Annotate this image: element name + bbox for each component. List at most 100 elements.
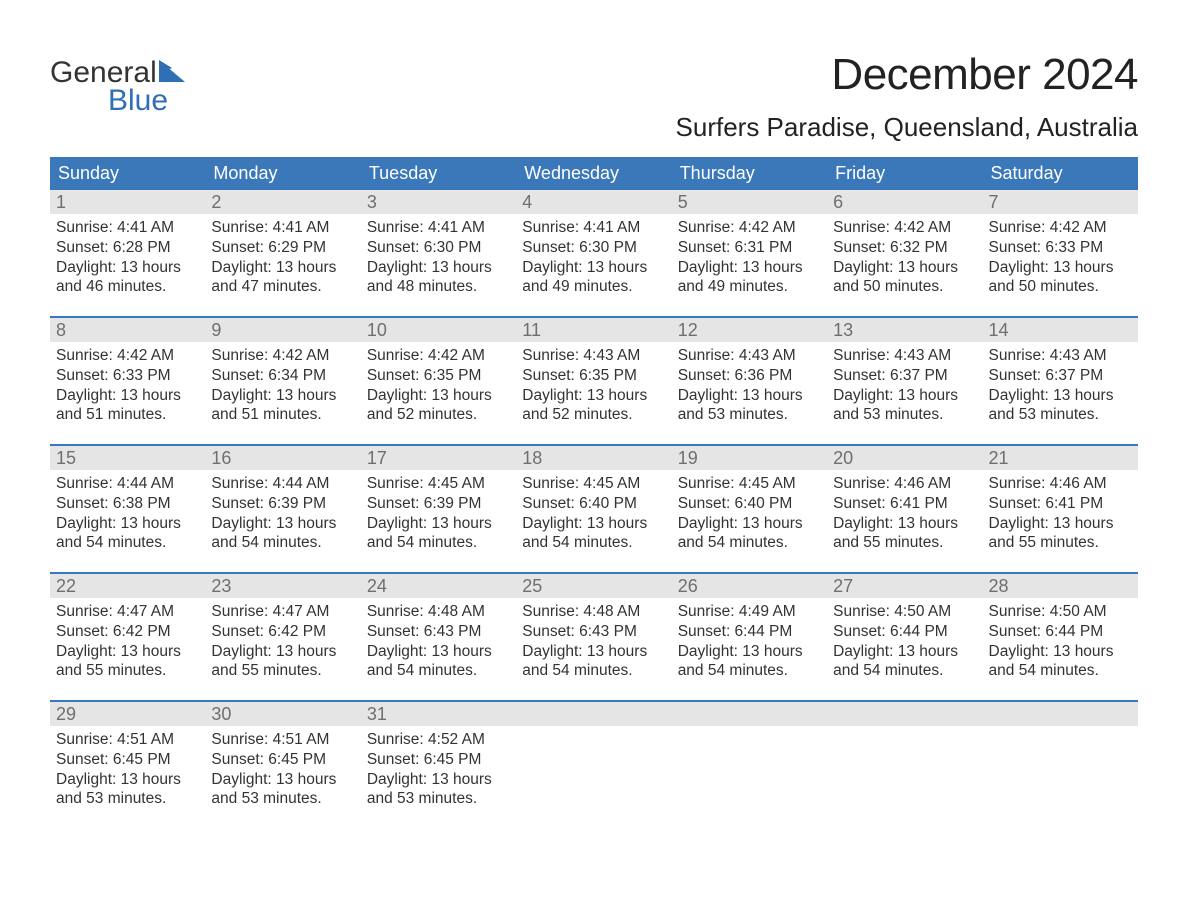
date-number: 21	[983, 446, 1138, 470]
sunrise-text: Sunrise: 4:42 AM	[211, 346, 354, 366]
sunset-text: Sunset: 6:37 PM	[989, 366, 1132, 386]
daylight-text-1: Daylight: 13 hours	[367, 770, 510, 790]
daylight-text-2: and 54 minutes.	[367, 661, 510, 681]
calendar-cell: 3Sunrise: 4:41 AMSunset: 6:30 PMDaylight…	[361, 190, 516, 316]
calendar-cell: 7Sunrise: 4:42 AMSunset: 6:33 PMDaylight…	[983, 190, 1138, 316]
cell-body: Sunrise: 4:43 AMSunset: 6:35 PMDaylight:…	[516, 342, 671, 431]
cell-body: Sunrise: 4:48 AMSunset: 6:43 PMDaylight:…	[516, 598, 671, 687]
sunset-text: Sunset: 6:45 PM	[211, 750, 354, 770]
day-header-saturday: Saturday	[983, 157, 1138, 190]
sunrise-text: Sunrise: 4:45 AM	[678, 474, 821, 494]
cell-body: Sunrise: 4:42 AMSunset: 6:34 PMDaylight:…	[205, 342, 360, 431]
daylight-text-2: and 51 minutes.	[211, 405, 354, 425]
daylight-text-1: Daylight: 13 hours	[367, 258, 510, 278]
daylight-text-2: and 53 minutes.	[678, 405, 821, 425]
sunrise-text: Sunrise: 4:42 AM	[989, 218, 1132, 238]
daylight-text-1: Daylight: 13 hours	[989, 258, 1132, 278]
calendar-cell	[827, 702, 982, 828]
daylight-text-2: and 54 minutes.	[522, 661, 665, 681]
calendar-week: 29Sunrise: 4:51 AMSunset: 6:45 PMDayligh…	[50, 700, 1138, 828]
daylight-text-1: Daylight: 13 hours	[56, 514, 199, 534]
date-number: 29	[50, 702, 205, 726]
logo: General Blue	[50, 50, 185, 116]
cell-body: Sunrise: 4:45 AMSunset: 6:39 PMDaylight:…	[361, 470, 516, 559]
location: Surfers Paradise, Queensland, Australia	[676, 112, 1138, 143]
sunrise-text: Sunrise: 4:42 AM	[367, 346, 510, 366]
calendar-week: 1Sunrise: 4:41 AMSunset: 6:28 PMDaylight…	[50, 190, 1138, 316]
sunrise-text: Sunrise: 4:44 AM	[211, 474, 354, 494]
sunrise-text: Sunrise: 4:50 AM	[989, 602, 1132, 622]
sunset-text: Sunset: 6:35 PM	[367, 366, 510, 386]
sunrise-text: Sunrise: 4:42 AM	[833, 218, 976, 238]
sunset-text: Sunset: 6:40 PM	[522, 494, 665, 514]
daylight-text-2: and 52 minutes.	[367, 405, 510, 425]
cell-body: Sunrise: 4:43 AMSunset: 6:37 PMDaylight:…	[827, 342, 982, 431]
cell-body: Sunrise: 4:45 AMSunset: 6:40 PMDaylight:…	[516, 470, 671, 559]
sunset-text: Sunset: 6:39 PM	[367, 494, 510, 514]
cell-body: Sunrise: 4:42 AMSunset: 6:32 PMDaylight:…	[827, 214, 982, 303]
calendar-cell	[516, 702, 671, 828]
calendar-week: 22Sunrise: 4:47 AMSunset: 6:42 PMDayligh…	[50, 572, 1138, 700]
calendar-cell: 9Sunrise: 4:42 AMSunset: 6:34 PMDaylight…	[205, 318, 360, 444]
daylight-text-2: and 53 minutes.	[56, 789, 199, 809]
daylight-text-1: Daylight: 13 hours	[522, 514, 665, 534]
daylight-text-2: and 53 minutes.	[989, 405, 1132, 425]
date-number: 24	[361, 574, 516, 598]
cell-body: Sunrise: 4:49 AMSunset: 6:44 PMDaylight:…	[672, 598, 827, 687]
sunset-text: Sunset: 6:42 PM	[211, 622, 354, 642]
cell-body: Sunrise: 4:41 AMSunset: 6:30 PMDaylight:…	[361, 214, 516, 303]
sunset-text: Sunset: 6:29 PM	[211, 238, 354, 258]
sunset-text: Sunset: 6:44 PM	[989, 622, 1132, 642]
date-number: 19	[672, 446, 827, 470]
sunset-text: Sunset: 6:32 PM	[833, 238, 976, 258]
daylight-text-1: Daylight: 13 hours	[833, 642, 976, 662]
date-number: 3	[361, 190, 516, 214]
cell-body: Sunrise: 4:50 AMSunset: 6:44 PMDaylight:…	[983, 598, 1138, 687]
daylight-text-1: Daylight: 13 hours	[367, 514, 510, 534]
sunrise-text: Sunrise: 4:48 AM	[522, 602, 665, 622]
sunset-text: Sunset: 6:43 PM	[522, 622, 665, 642]
daylight-text-2: and 54 minutes.	[56, 533, 199, 553]
calendar-cell: 21Sunrise: 4:46 AMSunset: 6:41 PMDayligh…	[983, 446, 1138, 572]
daylight-text-1: Daylight: 13 hours	[989, 642, 1132, 662]
sunset-text: Sunset: 6:41 PM	[833, 494, 976, 514]
calendar-cell: 4Sunrise: 4:41 AMSunset: 6:30 PMDaylight…	[516, 190, 671, 316]
daylight-text-1: Daylight: 13 hours	[678, 514, 821, 534]
calendar-cell: 18Sunrise: 4:45 AMSunset: 6:40 PMDayligh…	[516, 446, 671, 572]
daylight-text-2: and 54 minutes.	[678, 533, 821, 553]
sunset-text: Sunset: 6:33 PM	[56, 366, 199, 386]
sunrise-text: Sunrise: 4:42 AM	[678, 218, 821, 238]
daylight-text-1: Daylight: 13 hours	[56, 642, 199, 662]
daylight-text-2: and 54 minutes.	[833, 661, 976, 681]
sunset-text: Sunset: 6:37 PM	[833, 366, 976, 386]
date-number: 4	[516, 190, 671, 214]
sunrise-text: Sunrise: 4:45 AM	[367, 474, 510, 494]
daylight-text-1: Daylight: 13 hours	[833, 258, 976, 278]
cell-body: Sunrise: 4:47 AMSunset: 6:42 PMDaylight:…	[205, 598, 360, 687]
daylight-text-1: Daylight: 13 hours	[367, 386, 510, 406]
daylight-text-1: Daylight: 13 hours	[522, 258, 665, 278]
daylight-text-1: Daylight: 13 hours	[522, 386, 665, 406]
calendar-cell: 14Sunrise: 4:43 AMSunset: 6:37 PMDayligh…	[983, 318, 1138, 444]
sunrise-text: Sunrise: 4:47 AM	[211, 602, 354, 622]
sunset-text: Sunset: 6:36 PM	[678, 366, 821, 386]
date-number: 15	[50, 446, 205, 470]
cell-body: Sunrise: 4:45 AMSunset: 6:40 PMDaylight:…	[672, 470, 827, 559]
daylight-text-1: Daylight: 13 hours	[678, 642, 821, 662]
sunrise-text: Sunrise: 4:41 AM	[367, 218, 510, 238]
daylight-text-1: Daylight: 13 hours	[211, 514, 354, 534]
sunrise-text: Sunrise: 4:49 AM	[678, 602, 821, 622]
calendar-cell: 28Sunrise: 4:50 AMSunset: 6:44 PMDayligh…	[983, 574, 1138, 700]
daylight-text-1: Daylight: 13 hours	[211, 258, 354, 278]
sunset-text: Sunset: 6:45 PM	[56, 750, 199, 770]
date-number	[516, 702, 671, 726]
daylight-text-2: and 54 minutes.	[678, 661, 821, 681]
calendar-cell: 24Sunrise: 4:48 AMSunset: 6:43 PMDayligh…	[361, 574, 516, 700]
date-number: 8	[50, 318, 205, 342]
cell-body	[516, 726, 671, 822]
calendar-cell	[983, 702, 1138, 828]
calendar-cell: 26Sunrise: 4:49 AMSunset: 6:44 PMDayligh…	[672, 574, 827, 700]
calendar-cell: 1Sunrise: 4:41 AMSunset: 6:28 PMDaylight…	[50, 190, 205, 316]
daylight-text-1: Daylight: 13 hours	[211, 770, 354, 790]
title-block: December 2024 Surfers Paradise, Queensla…	[676, 50, 1138, 143]
